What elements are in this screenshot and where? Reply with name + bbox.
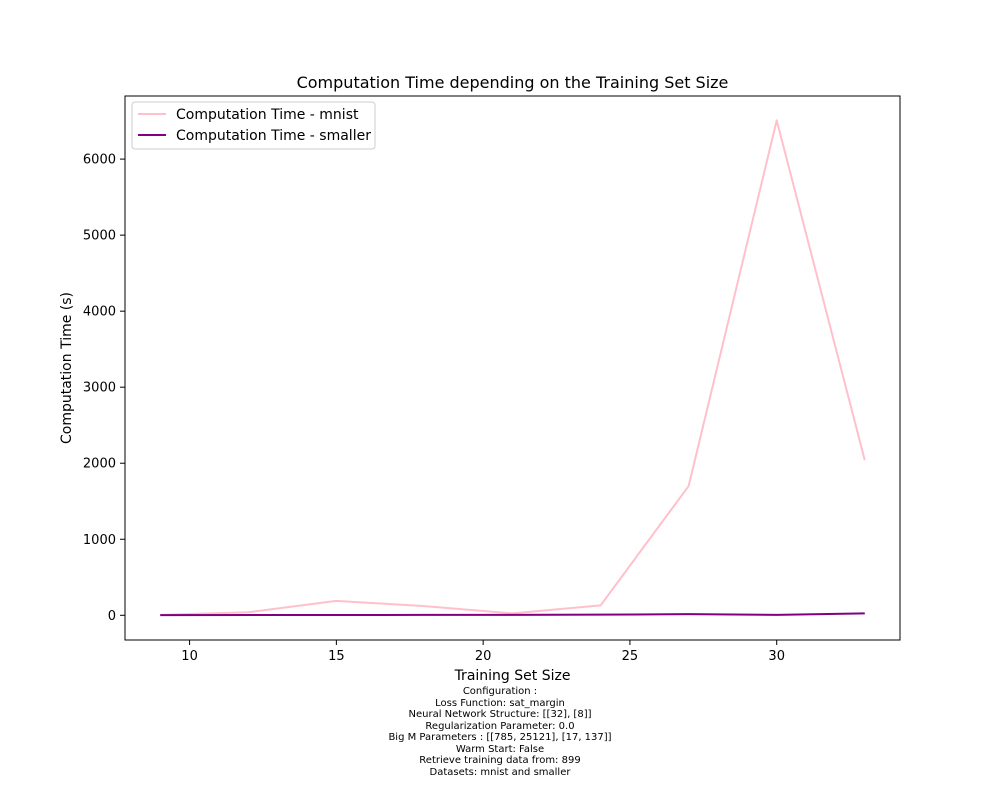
plot-area: 10 15 20 25 30 0 1000 2000 3000 4000 5000 6000 Compu… bbox=[83, 95, 901, 664]
caption-line: Big M Parameters : [[785, 25121], [17, 1… bbox=[388, 732, 612, 743]
series-line-0 bbox=[160, 119, 866, 616]
plot-frame bbox=[124, 95, 901, 641]
legend-label-1: Computation Time - smaller bbox=[176, 128, 371, 144]
legend-box bbox=[131, 101, 376, 150]
caption-line: Retrieve training data from: 899 bbox=[419, 755, 581, 766]
x-tick-label: 25 bbox=[622, 649, 639, 664]
y-tick-label: 1000 bbox=[83, 533, 116, 548]
caption-line: Regularization Parameter: 0.0 bbox=[425, 720, 575, 732]
x-tick-label: 20 bbox=[475, 649, 492, 664]
series-line-1 bbox=[160, 612, 865, 617]
caption-line: Neural Network Structure: [[32], [8]] bbox=[408, 709, 592, 720]
caption-line: Warm Start: False bbox=[455, 743, 545, 755]
x-tick-label: 10 bbox=[181, 649, 198, 664]
chart-title: Computation Time depending on the Traini… bbox=[297, 73, 729, 92]
y-tick-label: 5000 bbox=[83, 229, 116, 244]
y-axis-label: Computation Time (s) bbox=[59, 292, 75, 444]
y-tick-label: 2000 bbox=[83, 457, 116, 472]
x-tick-label: 15 bbox=[328, 649, 345, 664]
caption-line: Loss Function: sat_margin bbox=[435, 697, 565, 709]
configuration-caption: Configuration : Loss Function: sat_margi… bbox=[0, 686, 1000, 778]
y-tick-label: 6000 bbox=[83, 153, 116, 168]
legend-label-0: Computation Time - mnist bbox=[176, 107, 359, 123]
y-tick-label: 3000 bbox=[83, 381, 116, 396]
y-tick-label: 4000 bbox=[83, 305, 116, 320]
y-tick-label: 0 bbox=[108, 609, 116, 624]
caption-line: Configuration : bbox=[462, 686, 538, 697]
x-tick-label: 30 bbox=[768, 649, 785, 664]
x-axis-label: Training Set Size bbox=[454, 668, 571, 684]
caption-line: Datasets: mnist and smaller bbox=[429, 766, 571, 778]
